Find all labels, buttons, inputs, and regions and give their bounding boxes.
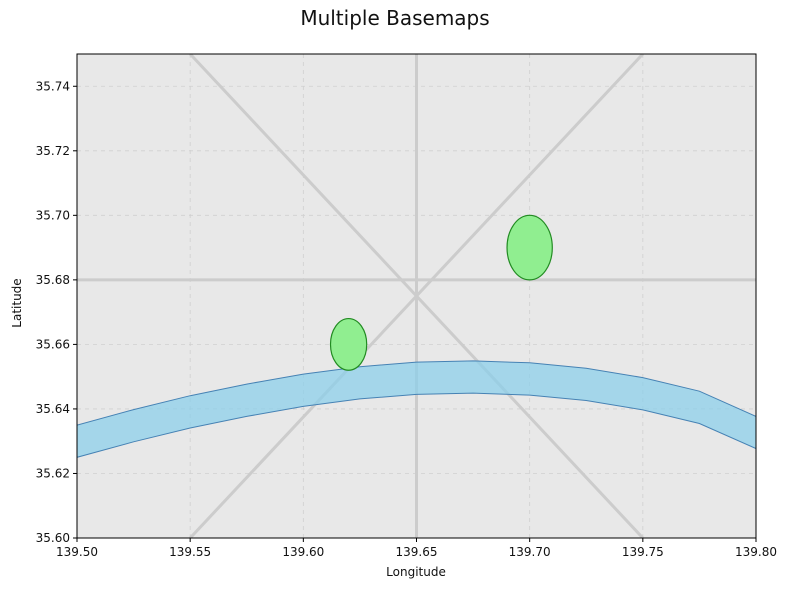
x-tick-label: 139.80 <box>735 545 777 559</box>
y-axis-ticks: 35.60 35.62 35.64 35.66 35.68 35.70 35.72 35.74 <box>36 79 77 545</box>
y-tick-label: 35.60 <box>36 531 70 545</box>
x-tick-label: 139.50 <box>56 545 98 559</box>
x-tick-label: 139.65 <box>396 545 438 559</box>
y-tick-label: 35.68 <box>36 273 70 287</box>
y-tick-label: 35.62 <box>36 466 70 480</box>
road-3 <box>189 54 644 538</box>
y-tick-label: 35.64 <box>36 402 70 416</box>
x-tick-label: 139.60 <box>282 545 324 559</box>
y-tick-label: 35.72 <box>36 144 70 158</box>
x-axis-label: Longitude <box>386 565 446 579</box>
x-axis-ticks: 139.50 139.55 139.60 139.65 139.70 139.75 139.… <box>56 538 777 559</box>
roads <box>77 54 756 538</box>
x-tick-label: 139.55 <box>169 545 211 559</box>
x-tick-label: 139.75 <box>622 545 664 559</box>
x-tick-label: 139.70 <box>509 545 551 559</box>
park-1 <box>506 214 553 281</box>
parks <box>329 214 553 371</box>
y-tick-label: 35.74 <box>36 79 70 93</box>
y-tick-label: 35.70 <box>36 208 70 222</box>
river-band <box>77 360 756 458</box>
chart-title: Multiple Basemaps <box>300 6 490 30</box>
park-0 <box>329 317 368 371</box>
y-tick-label: 35.66 <box>36 337 70 351</box>
river <box>77 360 756 458</box>
